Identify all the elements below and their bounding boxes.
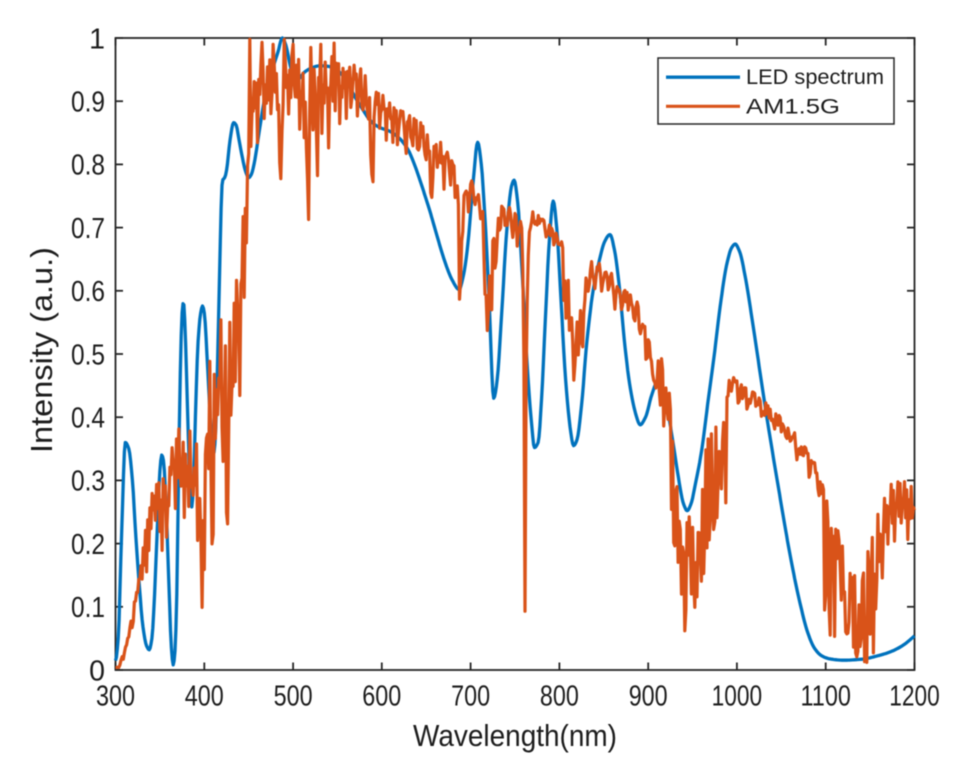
svg-text:1100: 1100 xyxy=(800,681,851,713)
svg-text:500: 500 xyxy=(274,681,313,713)
svg-text:1: 1 xyxy=(89,23,105,55)
svg-text:0.5: 0.5 xyxy=(71,339,105,371)
svg-text:0.8: 0.8 xyxy=(71,150,105,182)
svg-text:Wavelength(nm): Wavelength(nm) xyxy=(413,719,617,753)
svg-text:900: 900 xyxy=(629,681,668,713)
svg-text:300: 300 xyxy=(96,681,135,713)
svg-text:AM1.5G: AM1.5G xyxy=(746,95,840,119)
svg-text:Intensity (a.u.): Intensity (a.u.) xyxy=(25,247,59,453)
svg-text:0.3: 0.3 xyxy=(71,466,105,498)
svg-text:700: 700 xyxy=(451,681,490,713)
svg-text:600: 600 xyxy=(362,681,401,713)
svg-text:1200: 1200 xyxy=(889,681,940,713)
svg-text:0.6: 0.6 xyxy=(71,276,105,308)
svg-text:LED spectrum: LED spectrum xyxy=(746,65,884,89)
svg-text:800: 800 xyxy=(540,681,579,713)
svg-text:1000: 1000 xyxy=(712,681,763,713)
svg-text:0.4: 0.4 xyxy=(71,403,105,435)
svg-text:0.1: 0.1 xyxy=(71,592,105,624)
svg-text:0.9: 0.9 xyxy=(71,87,105,119)
svg-text:400: 400 xyxy=(185,681,224,713)
svg-text:0.7: 0.7 xyxy=(71,213,105,245)
svg-text:0.2: 0.2 xyxy=(71,529,105,561)
svg-text:0: 0 xyxy=(89,655,105,687)
